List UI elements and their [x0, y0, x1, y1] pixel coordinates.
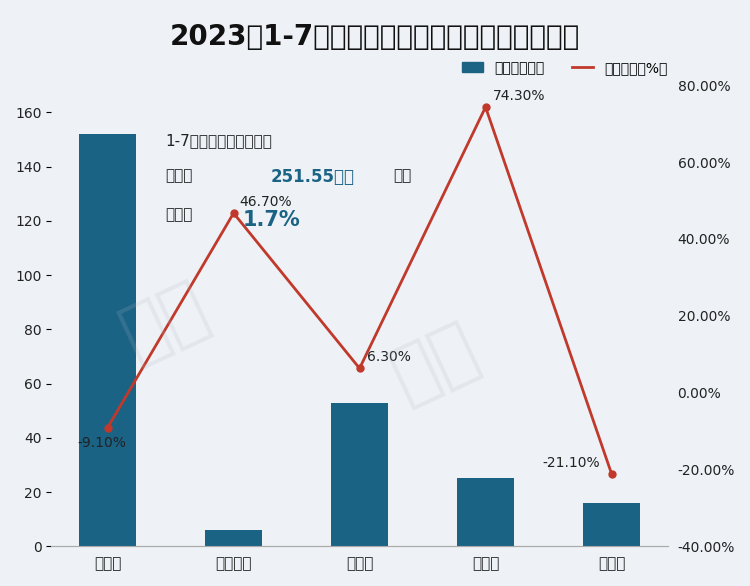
Text: 1-7月份，全区房地产开: 1-7月份，全区房地产开	[165, 134, 272, 149]
Text: 74.30%: 74.30%	[493, 89, 545, 103]
同比增长（%）	[481, 104, 490, 111]
Text: 财经: 财经	[381, 314, 489, 413]
Text: 财经: 财经	[111, 272, 219, 372]
Text: 46.70%: 46.70%	[239, 195, 292, 209]
Text: 1.7%: 1.7%	[242, 210, 300, 230]
Text: -21.10%: -21.10%	[542, 456, 600, 470]
同比增长（%）	[355, 365, 364, 372]
Bar	[584, 503, 640, 546]
Bar	[332, 403, 388, 546]
Bar	[458, 478, 514, 546]
同比增长（%）	[229, 210, 238, 217]
Bar	[80, 134, 136, 546]
Text: 251.55亿元: 251.55亿元	[270, 168, 354, 186]
Text: 2023年1-7月份宁夏各地区房地产投资情况分析: 2023年1-7月份宁夏各地区房地产投资情况分析	[170, 23, 580, 52]
Text: -9.10%: -9.10%	[77, 436, 126, 450]
Text: ，同: ，同	[394, 168, 412, 183]
Text: 比下降: 比下降	[165, 207, 193, 222]
同比增长（%）	[607, 470, 616, 477]
同比增长（%）	[103, 424, 112, 431]
Legend: 投资（亿元）, 同比增长（%）: 投资（亿元）, 同比增长（%）	[457, 55, 674, 80]
Text: 6.30%: 6.30%	[367, 350, 410, 364]
Line: 同比增长（%）: 同比增长（%）	[104, 104, 615, 477]
Bar	[206, 530, 262, 546]
Text: 发投资: 发投资	[165, 168, 193, 183]
